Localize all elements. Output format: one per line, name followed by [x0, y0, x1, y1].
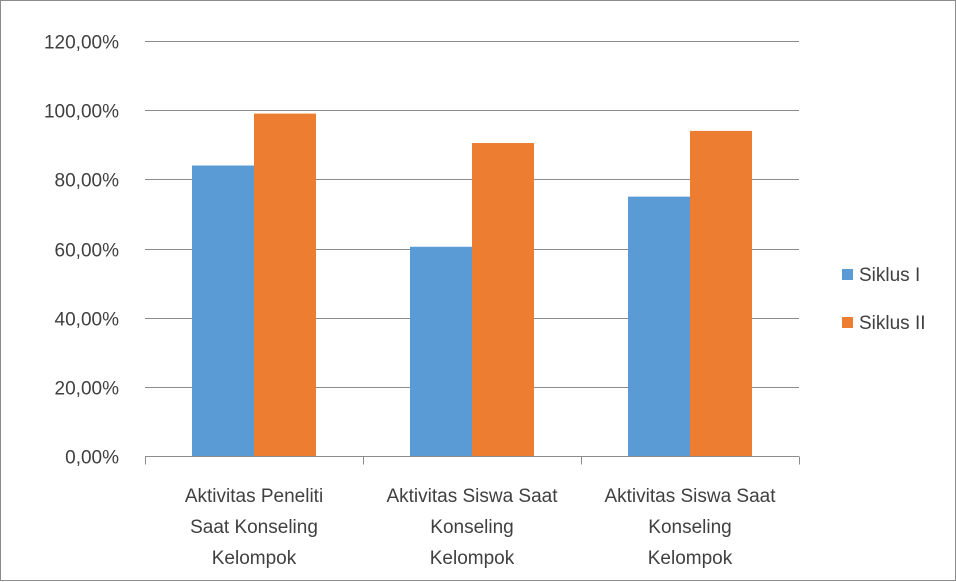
bar [472, 143, 534, 457]
bar [192, 165, 254, 456]
bar [628, 196, 690, 456]
x-axis-category-labels: Aktivitas Peneliti Saat Konseling Kelompok… [185, 486, 776, 569]
x-category-label: Aktivitas Peneliti Saat Konseling Kelompok [185, 486, 323, 569]
legend: Siklus I Siklus II [842, 265, 926, 334]
y-tick-label: 0,00% [65, 448, 119, 469]
bar [690, 130, 752, 456]
axes [145, 456, 800, 465]
bar [254, 113, 316, 456]
y-tick-label: 120,00% [44, 33, 119, 54]
y-tick-label: 100,00% [44, 102, 119, 123]
y-tick-label: 20,00% [55, 379, 120, 400]
legend-label: Siklus II [859, 313, 926, 334]
legend-swatch [842, 269, 853, 280]
x-category-label: Aktivitas Siswa Saat Konseling Kelompok [386, 486, 558, 569]
x-category-label: Aktivitas Siswa Saat Konseling Kelompok [604, 486, 776, 569]
bars [192, 113, 752, 457]
y-tick-label: 40,00% [55, 310, 120, 331]
y-tick-label: 60,00% [55, 241, 120, 262]
legend-label: Siklus I [859, 265, 920, 286]
y-axis-tick-labels: 0,00% 20,00% 40,00% 60,00% 80,00% 100,00% 120,… [44, 33, 119, 469]
bar [410, 246, 472, 456]
y-tick-label: 80,00% [55, 171, 120, 192]
legend-swatch [842, 317, 853, 328]
